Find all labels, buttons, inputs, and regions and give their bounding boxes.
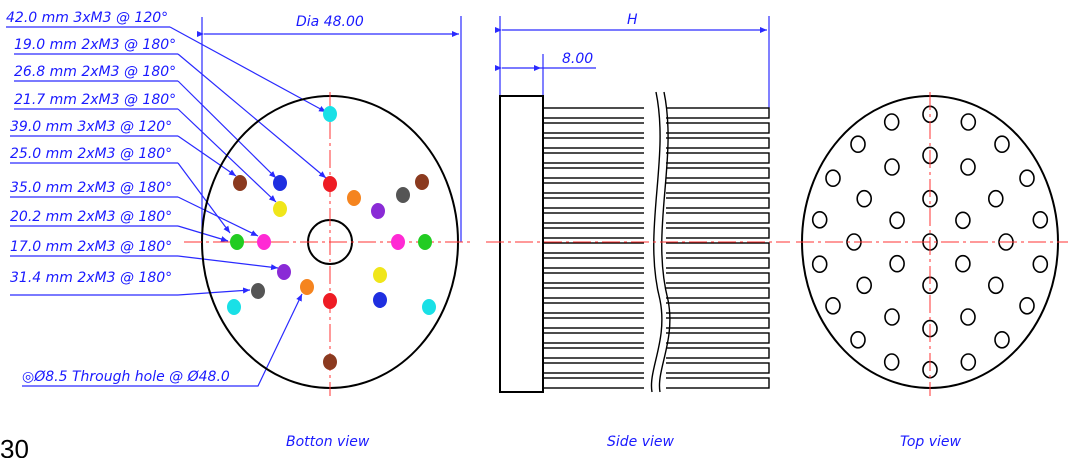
- mounting-hole: [373, 267, 387, 283]
- fin-hole: [883, 353, 900, 371]
- fin-hole: [811, 211, 828, 229]
- mounting-hole: [323, 293, 337, 309]
- callout-label: 35.0 mm 2xM3 @ 180°: [10, 180, 172, 196]
- callout-label: 25.0 mm 2xM3 @ 180°: [10, 146, 172, 162]
- callout-label: 31.4 mm 2xM3 @ 180°: [10, 270, 172, 286]
- fin-hole: [955, 254, 971, 273]
- fin-hole: [1019, 296, 1035, 315]
- mounting-hole: [300, 279, 314, 295]
- mounting-hole: [251, 283, 265, 299]
- base-plate: [499, 95, 544, 393]
- fin-hole: [987, 276, 1004, 295]
- side-view-caption: Side view: [607, 434, 675, 450]
- mounting-hole: [422, 299, 436, 315]
- callout-list: 42.0 mm 3xM3 @ 120° 19.0 mm 2xM3 @ 180° …: [6, 10, 178, 296]
- fin-hole: [1032, 255, 1049, 274]
- base-thickness-label: 8.00: [562, 51, 593, 67]
- fin-hole: [850, 330, 866, 349]
- fin-hole: [850, 135, 866, 153]
- callout-label: 26.8 mm 2xM3 @ 180°: [14, 64, 176, 80]
- callout-label: 21.7 mm 2xM3 @ 180°: [14, 92, 176, 108]
- fin-hole: [955, 211, 971, 230]
- break-line: [658, 91, 671, 393]
- mounting-hole: [257, 234, 271, 250]
- height-label: H: [627, 12, 638, 28]
- bottom-view: 42.0 mm 3xM3 @ 120° 19.0 mm 2xM3 @ 180° …: [6, 10, 472, 450]
- fin-hole: [994, 330, 1010, 349]
- fin-hole: [1032, 211, 1049, 229]
- top-view: Top view: [796, 92, 1068, 450]
- mounting-hole: [323, 354, 337, 370]
- diameter-label: Dia 48.00: [296, 14, 364, 30]
- fin-hole: [960, 353, 977, 371]
- fin-hole: [987, 189, 1004, 208]
- mounting-hole: [273, 175, 287, 191]
- fin-hole: [1019, 169, 1035, 187]
- fin-hole: [889, 211, 905, 230]
- through-hole-note: ◎Ø8.5 Through hole @ Ø48.0: [22, 369, 230, 385]
- mounting-hole: [227, 299, 241, 315]
- break-line: [650, 91, 663, 393]
- mounting-hole: [230, 234, 244, 250]
- fin-hole: [889, 254, 905, 273]
- top-view-caption: Top view: [900, 434, 962, 450]
- mounting-hole: [396, 187, 410, 203]
- fin-hole: [825, 296, 841, 315]
- fin-hole: [811, 255, 828, 274]
- mounting-hole: [347, 190, 361, 206]
- callout-label: 19.0 mm 2xM3 @ 180°: [14, 37, 176, 53]
- mounting-hole: [233, 175, 247, 191]
- fin-hole: [884, 158, 900, 176]
- page-number: 30: [0, 434, 29, 458]
- diameter-dimension: Dia 48.00: [197, 14, 462, 242]
- mounting-hole: [371, 203, 385, 219]
- side-view: H 8.00 Side view: [486, 12, 790, 450]
- fin-hole: [960, 158, 976, 176]
- fin-hole: [856, 189, 873, 208]
- mounting-hole: [273, 201, 287, 217]
- fin-hole: [960, 308, 976, 326]
- callout-label: 39.0 mm 3xM3 @ 120°: [10, 119, 172, 135]
- fin-hole: [960, 113, 977, 131]
- fin-hole: [883, 113, 900, 131]
- mounting-holes: [227, 106, 436, 370]
- fin-hole: [856, 276, 873, 295]
- mounting-hole: [418, 234, 432, 250]
- callout-label: 42.0 mm 3xM3 @ 120°: [6, 10, 168, 26]
- callout-label: 20.2 mm 2xM3 @ 180°: [10, 209, 172, 225]
- mounting-hole: [415, 174, 429, 190]
- fin-hole: [884, 308, 900, 326]
- fin-hole: [994, 135, 1010, 153]
- callout-label: 17.0 mm 2xM3 @ 180°: [10, 239, 172, 255]
- mounting-hole: [391, 234, 405, 250]
- mounting-hole: [323, 106, 337, 122]
- fin-hole: [825, 169, 841, 187]
- mounting-hole: [373, 292, 387, 308]
- bottom-view-caption: Botton view: [286, 434, 370, 450]
- mounting-hole: [323, 176, 337, 192]
- mounting-hole: [277, 264, 291, 280]
